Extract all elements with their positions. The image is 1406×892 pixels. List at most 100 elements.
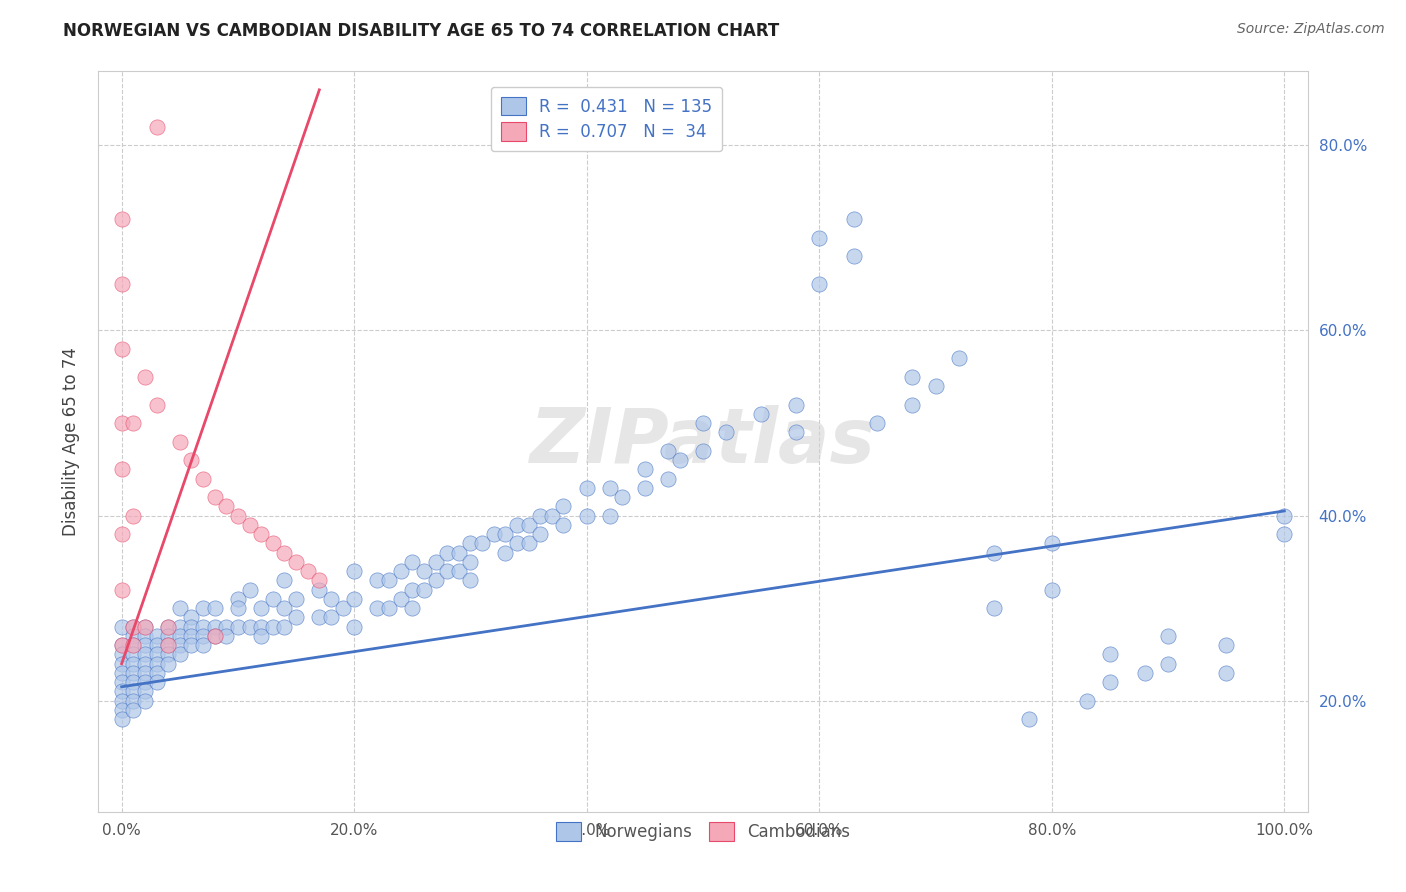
Point: [785, 425, 807, 440]
Point: [808, 277, 831, 292]
Point: [250, 601, 273, 615]
Point: [111, 648, 134, 662]
Point: [122, 694, 145, 708]
Point: [494, 546, 516, 560]
Point: [808, 231, 831, 245]
Point: [226, 508, 249, 523]
Point: [157, 648, 180, 662]
Point: [425, 574, 447, 588]
Point: [145, 629, 167, 643]
Point: [262, 619, 284, 633]
Point: [517, 536, 540, 550]
Point: [122, 684, 145, 698]
Point: [262, 536, 284, 550]
Point: [122, 619, 145, 633]
Point: [122, 648, 145, 662]
Point: [401, 601, 423, 615]
Point: [191, 638, 214, 652]
Point: [610, 490, 633, 504]
Point: [169, 601, 191, 615]
Point: [599, 508, 621, 523]
Point: [134, 648, 156, 662]
Point: [401, 582, 423, 597]
Point: [111, 684, 134, 698]
Point: [401, 555, 423, 569]
Point: [122, 665, 145, 680]
Point: [482, 527, 505, 541]
Point: [866, 416, 889, 430]
Point: [111, 657, 134, 671]
Point: [273, 546, 295, 560]
Point: [111, 712, 134, 726]
Point: [540, 508, 562, 523]
Point: [122, 657, 145, 671]
Point: [389, 564, 412, 578]
Point: [157, 619, 180, 633]
Point: [134, 638, 156, 652]
Point: [111, 694, 134, 708]
Point: [692, 416, 714, 430]
Point: [111, 212, 134, 227]
Point: [285, 610, 308, 624]
Point: [111, 675, 134, 690]
Point: [180, 629, 202, 643]
Point: [749, 407, 772, 421]
Point: [343, 591, 366, 606]
Point: [599, 481, 621, 495]
Point: [157, 638, 180, 652]
Point: [844, 250, 866, 264]
Point: [111, 619, 134, 633]
Point: [157, 638, 180, 652]
Point: [134, 675, 156, 690]
Point: [1018, 712, 1040, 726]
Point: [204, 601, 226, 615]
Point: [553, 517, 575, 532]
Point: [111, 703, 134, 717]
Point: [844, 212, 866, 227]
Point: [273, 574, 295, 588]
Point: [180, 619, 202, 633]
Point: [901, 398, 924, 412]
Point: [983, 601, 1005, 615]
Point: [226, 619, 249, 633]
Point: [460, 574, 482, 588]
Point: [273, 601, 295, 615]
Point: [460, 536, 482, 550]
Point: [506, 517, 529, 532]
Point: [262, 591, 284, 606]
Point: [332, 601, 354, 615]
Point: [308, 582, 330, 597]
Point: [657, 443, 679, 458]
Point: [273, 619, 295, 633]
Point: [1040, 582, 1063, 597]
Point: [297, 564, 319, 578]
Point: [425, 555, 447, 569]
Point: [343, 619, 366, 633]
Point: [517, 517, 540, 532]
Point: [924, 379, 946, 393]
Point: [215, 619, 238, 633]
Point: [494, 527, 516, 541]
Point: [122, 675, 145, 690]
Point: [191, 619, 214, 633]
Point: [1215, 665, 1237, 680]
Point: [122, 508, 145, 523]
Point: [447, 546, 470, 560]
Point: [169, 638, 191, 652]
Point: [111, 416, 134, 430]
Point: [436, 546, 458, 560]
Point: [239, 619, 262, 633]
Point: [366, 601, 388, 615]
Point: [215, 500, 238, 514]
Point: [575, 508, 598, 523]
Point: [447, 564, 470, 578]
Point: [901, 369, 924, 384]
Point: [1133, 665, 1156, 680]
Point: [180, 638, 202, 652]
Point: [122, 416, 145, 430]
Point: [111, 462, 134, 476]
Point: [204, 629, 226, 643]
Point: [111, 342, 134, 356]
Point: [191, 629, 214, 643]
Point: [471, 536, 494, 550]
